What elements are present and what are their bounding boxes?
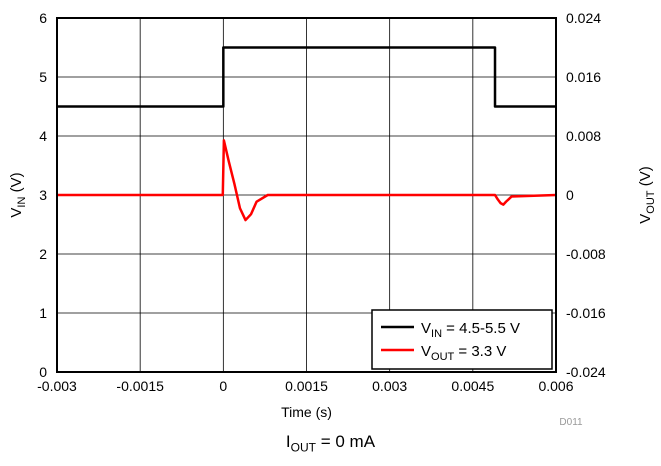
- x-tick-label: 0.0015: [285, 378, 328, 394]
- series-line-vout: [57, 139, 557, 222]
- figure-id-watermark: D011: [559, 417, 583, 428]
- legend-entry-vout: VOUT = 3.3 V: [421, 343, 506, 363]
- legend-vin-tail: = 4.5-5.5 V: [442, 320, 520, 337]
- x-tick-label: -0.003: [37, 378, 77, 394]
- y-right-tick-label: 0.008: [566, 128, 601, 144]
- y-axis-left-label-sub: IN: [16, 197, 28, 208]
- caption-sub: OUT: [290, 440, 316, 455]
- y-axis-right-label-main: V: [637, 214, 654, 224]
- y-right-tick-label: 0.024: [566, 10, 601, 26]
- x-tick-label: 0: [219, 378, 227, 394]
- plot-frame: [56, 17, 557, 373]
- legend-vout-tail: = 3.3 V: [454, 343, 506, 360]
- y-axis-right-label-tail: (V): [637, 166, 654, 190]
- legend-vin-main: V: [421, 320, 431, 337]
- series-line-vin: [57, 46, 556, 108]
- legend-vout-main: V: [421, 343, 431, 360]
- x-tick-label: -0.0015: [116, 378, 164, 394]
- x-tick-label: 0.006: [538, 378, 573, 394]
- y-right-tick-label: 0.016: [566, 69, 601, 85]
- legend-entry-vin: VIN = 4.5-5.5 V: [421, 320, 520, 340]
- x-axis-label: Time (s): [281, 404, 332, 420]
- y-left-tick-label: 0: [39, 364, 47, 380]
- caption-main: I: [285, 432, 291, 451]
- y-right-tick-label: -0.016: [566, 305, 606, 321]
- y-left-tick-label: 1: [39, 305, 47, 321]
- y-left-tick-label: 2: [39, 246, 47, 262]
- y-axis-left-label: VIN (V): [8, 172, 28, 217]
- figure-caption: IOUT = 0 mA: [0, 432, 661, 454]
- y-left-tick-label: 5: [39, 69, 47, 85]
- legend-vin-sub: IN: [431, 328, 442, 340]
- legend-box: [371, 309, 553, 370]
- caption-tail: = 0 mA: [316, 432, 376, 451]
- legend: VIN = 4.5-5.5 V VOUT = 3.3 V: [371, 309, 553, 370]
- y-axis-left-label-main: V: [8, 208, 25, 218]
- y-left-tick-label: 3: [39, 187, 47, 203]
- y-axis-right-label-sub: OUT: [645, 190, 657, 214]
- x-tick-label: 0.0045: [451, 378, 494, 394]
- y-left-tick-label: 4: [39, 128, 47, 144]
- legend-vout-sub: OUT: [431, 351, 455, 363]
- tick-labels: -0.003 -0.0015 0 0.0015 0.003 0.0045 0.006 0 1 2 3…: [37, 10, 606, 394]
- x-tick-label: 0.003: [372, 378, 407, 394]
- y-right-tick-label: -0.024: [566, 364, 606, 380]
- y-left-tick-label: 6: [39, 10, 47, 26]
- y-right-tick-label: 0: [566, 187, 574, 203]
- y-axis-right-label: VOUT (V): [637, 166, 657, 223]
- y-axis-left-label-tail: (V): [8, 172, 25, 196]
- plot-lines: [57, 46, 557, 222]
- y-right-tick-label: -0.008: [566, 246, 606, 262]
